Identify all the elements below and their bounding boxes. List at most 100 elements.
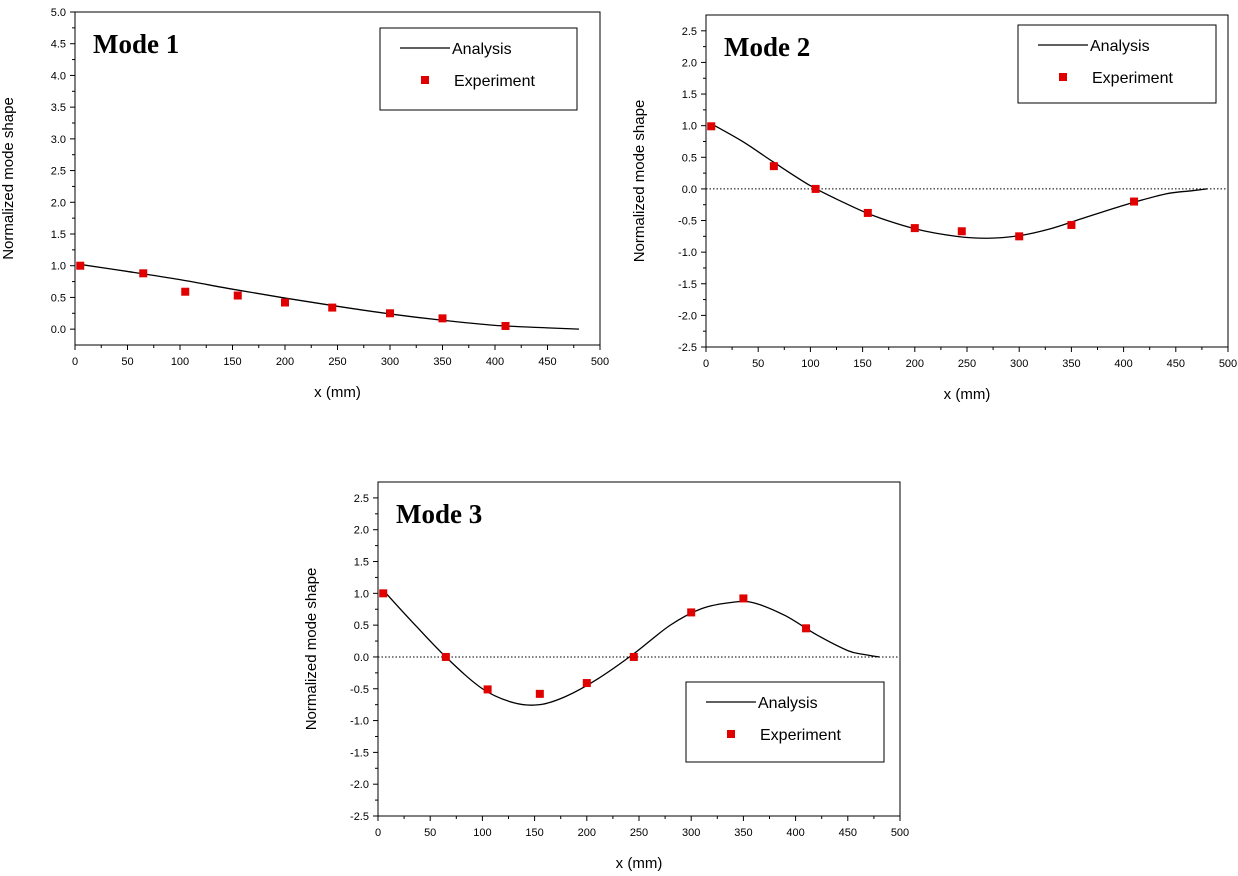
experiment-point (233, 291, 242, 300)
experiment-point (863, 208, 872, 217)
x-tick-label: 400 (1114, 358, 1132, 370)
x-tick-label: 300 (682, 827, 700, 839)
x-tick-label: 450 (538, 356, 556, 368)
experiment-point (438, 314, 447, 323)
y-tick-label: 0.0 (354, 652, 369, 664)
analysis-line (710, 123, 1208, 239)
y-tick-label: -1.0 (678, 247, 697, 259)
x-tick-label: 250 (958, 358, 976, 370)
y-tick-label: 2.0 (354, 525, 369, 537)
y-tick-label: 3.0 (51, 134, 66, 146)
x-tick-label: 450 (839, 827, 857, 839)
y-tick-label: 0.5 (354, 620, 369, 632)
chart-panel-3: 0 50 100 150 200 250 300 350 400 450 500 -2.5 -2.0 -1… (303, 481, 909, 872)
y-tick-label: 2.0 (682, 57, 697, 69)
legend-label: Analysis (1090, 38, 1150, 55)
y-tick-label: 0.5 (682, 152, 697, 164)
y-tick-label: 4.5 (51, 39, 66, 51)
experiment-point (769, 162, 778, 171)
x-tick-label: 250 (328, 356, 346, 368)
x-tick-label: 200 (578, 827, 596, 839)
analysis-line (80, 263, 580, 330)
y-tick-label: 1.0 (51, 261, 66, 273)
experiment-point (441, 652, 450, 661)
y-tick-label: 1.5 (51, 229, 66, 241)
y-tick-label: -1.5 (350, 747, 369, 759)
chart-panel-1: 0 50 100 150 200 250 300 350 400 450 500 0.0 0.5 1.0 1… (0, 7, 609, 401)
legend-label: Experiment (454, 73, 535, 90)
x-tick-label: 50 (752, 358, 764, 370)
legend-label: Experiment (1092, 70, 1173, 87)
y-tick-label: 2.5 (354, 493, 369, 505)
legend-box (1017, 24, 1217, 104)
experiment-point (386, 309, 394, 318)
y-tick-label: -2.5 (678, 342, 697, 354)
y-tick-label: -1.0 (350, 716, 369, 728)
chart-title: Mode 1 (93, 29, 179, 59)
y-tick-label: 4.0 (51, 70, 66, 82)
experiment-point (910, 224, 919, 233)
x-tick-label: 0 (703, 358, 709, 370)
experiment-point (687, 608, 696, 617)
y-tick-label: 1.5 (682, 89, 697, 101)
x-tick-label: 150 (853, 358, 871, 370)
y-axis-label: Normalized mode shape (0, 97, 17, 260)
chart-title: Mode 3 (396, 499, 482, 529)
experiment-point (739, 594, 748, 603)
x-tick-label: 0 (375, 827, 381, 839)
legend-box (685, 681, 885, 763)
x-tick-label: 250 (630, 827, 648, 839)
y-tick-label: 2.5 (51, 166, 66, 178)
legend: Analysis Experiment (685, 681, 885, 763)
x-tick-label: 100 (171, 356, 189, 368)
x-tick-label: 50 (424, 827, 436, 839)
legend-marker-swatch (727, 730, 735, 738)
x-tick-label: 350 (734, 827, 752, 839)
y-tick-label: 2.0 (51, 197, 66, 209)
y-tick-label: 0.0 (682, 184, 697, 196)
x-tick-label: 450 (1167, 358, 1185, 370)
x-tick-label: 350 (433, 356, 451, 368)
y-tick-label: 3.5 (51, 102, 66, 114)
y-axis-label: Normalized mode shape (303, 568, 320, 731)
x-tick-label: 200 (276, 356, 294, 368)
x-tick-label: 500 (591, 356, 609, 368)
experiment-point (535, 689, 544, 698)
experiment-point (1067, 220, 1076, 229)
experiment-point (802, 624, 811, 633)
experiment-point (379, 589, 388, 598)
x-tick-label: 300 (381, 356, 399, 368)
y-tick-label: 0.5 (51, 292, 66, 304)
y-tick-label: -0.5 (350, 684, 369, 696)
chart-panel-2: 0 50 100 150 200 250 300 350 400 450 500 -2.5 -2.0 -1… (631, 14, 1237, 403)
x-axis-label: x (mm) (944, 386, 991, 403)
y-tick-label: -2.5 (350, 811, 369, 823)
x-tick-label: 200 (906, 358, 924, 370)
y-tick-label: 1.5 (354, 557, 369, 569)
experiment-point (76, 261, 85, 270)
y-axis-label: Normalized mode shape (631, 100, 648, 263)
legend-marker-swatch (1059, 73, 1067, 81)
experiment-point (483, 685, 492, 694)
x-tick-label: 350 (1062, 358, 1080, 370)
x-tick-label: 150 (525, 827, 543, 839)
experiment-point (1015, 232, 1024, 241)
experiment-point (1130, 197, 1139, 206)
y-tick-label: 2.5 (682, 26, 697, 38)
legend-label: Analysis (452, 41, 512, 58)
chart-title: Mode 2 (724, 32, 810, 62)
experiment-point (328, 303, 337, 312)
x-tick-label: 300 (1010, 358, 1028, 370)
y-tick-label: -0.5 (678, 216, 697, 228)
x-tick-label: 100 (473, 827, 491, 839)
y-tick-label: 1.0 (682, 121, 697, 133)
y-tick-label: -2.0 (350, 779, 369, 791)
y-tick-label: -2.0 (678, 310, 697, 322)
experiment-point (281, 298, 289, 307)
experiment-point (707, 122, 716, 131)
x-tick-label: 500 (891, 827, 909, 839)
legend-label: Analysis (758, 695, 818, 712)
y-tick-label: 1.0 (354, 588, 369, 600)
experiment-point (629, 652, 638, 661)
